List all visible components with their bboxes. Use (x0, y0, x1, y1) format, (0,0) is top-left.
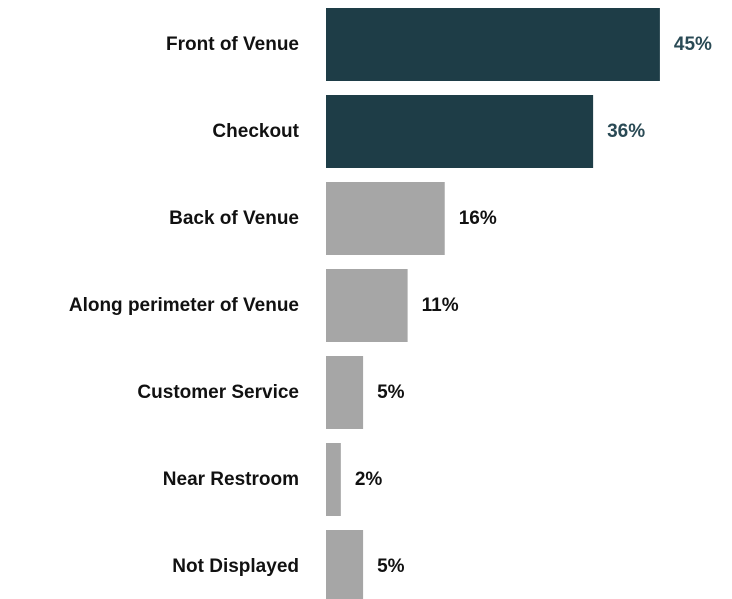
value-label: 36% (607, 121, 645, 142)
bar (326, 269, 408, 342)
category-label: Checkout (212, 121, 299, 142)
bar (326, 95, 594, 168)
category-label: Back of Venue (169, 208, 299, 229)
value-label: 11% (422, 295, 459, 316)
category-labels: Front of Venue Checkout Back of Venue Along… (69, 34, 300, 577)
bars (326, 8, 660, 599)
value-label: 5% (377, 556, 405, 577)
category-label: Near Restroom (163, 469, 299, 490)
value-label: 16% (459, 208, 497, 229)
bar (326, 356, 364, 429)
value-label: 45% (674, 34, 712, 55)
value-label: 2% (355, 469, 383, 490)
category-label: Not Displayed (172, 556, 299, 577)
bar (326, 443, 341, 516)
category-label: Front of Venue (166, 34, 299, 55)
bar (326, 182, 445, 255)
category-label: Customer Service (137, 382, 299, 403)
value-label: 5% (377, 382, 405, 403)
bar (326, 530, 364, 599)
value-labels: 45% 36% 16% 11% 5% 2% 5% (355, 34, 712, 577)
category-label: Along perimeter of Venue (69, 295, 299, 316)
bar (326, 8, 660, 81)
